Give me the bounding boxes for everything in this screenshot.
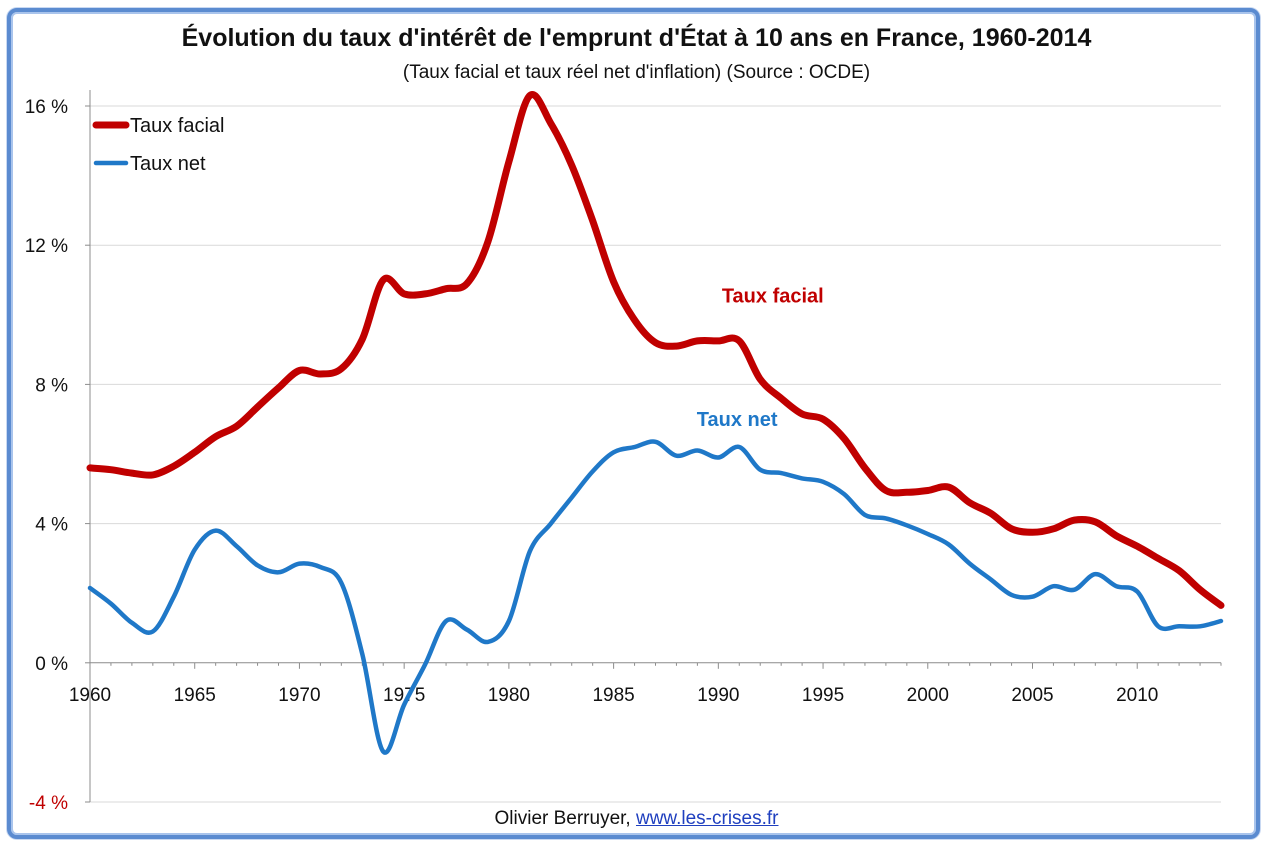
- y-tick-label: 0 %: [35, 654, 68, 675]
- x-tick-label: 2000: [907, 685, 949, 706]
- y-tick-label: 16 %: [25, 97, 68, 118]
- legend-label-taux-facial: Taux facial: [130, 115, 225, 137]
- series-line-taux-facial: [86, 90, 1225, 609]
- x-tick-label: 1985: [592, 685, 634, 706]
- x-tick-label: 1965: [174, 685, 216, 706]
- legend-label-taux-net: Taux net: [130, 153, 206, 175]
- x-tick-label: 1980: [488, 685, 530, 706]
- series-lines: [86, 90, 1225, 755]
- x-tick-label: 1995: [802, 685, 844, 706]
- legend: Taux facial Taux net: [92, 115, 225, 175]
- credit-author: Olivier Berruyer,: [494, 808, 631, 829]
- x-tick-label: 1970: [278, 685, 320, 706]
- series-annotation: Taux net: [697, 409, 778, 431]
- y-tick-label: -4 %: [29, 793, 68, 814]
- credit-link[interactable]: www.les-crises.fr: [635, 808, 779, 829]
- y-tick-label: 8 %: [35, 375, 68, 396]
- x-tick-labels: 1960 1965 1970 1975 1980 1985 1990 1995 2000 2005…: [69, 662, 1222, 706]
- series-line-taux-net: [87, 439, 1224, 755]
- chart-title: Évolution du taux d'intérêt de l'emprunt…: [181, 24, 1092, 52]
- x-tick-label: 1960: [69, 685, 111, 706]
- y-tick-labels: -4 % 0 % 4 % 8 % 12 % 16 %: [25, 97, 90, 814]
- x-tick-label: 2010: [1116, 685, 1158, 706]
- x-tick-label: 1975: [383, 685, 425, 706]
- x-tick-label: 2005: [1011, 685, 1053, 706]
- y-tick-label: 4 %: [35, 515, 68, 536]
- series-annotations: Taux facial Taux net: [697, 286, 824, 432]
- chart-subtitle: (Taux facial et taux réel net d'inflatio…: [402, 62, 871, 83]
- credit-line: Olivier Berruyer, www.les-crises.fr: [0, 808, 1273, 830]
- y-tick-label: 12 %: [25, 236, 68, 257]
- x-tick-label: 1990: [697, 685, 739, 706]
- series-annotation: Taux facial: [722, 286, 824, 308]
- chart-frame: [7, 8, 1260, 839]
